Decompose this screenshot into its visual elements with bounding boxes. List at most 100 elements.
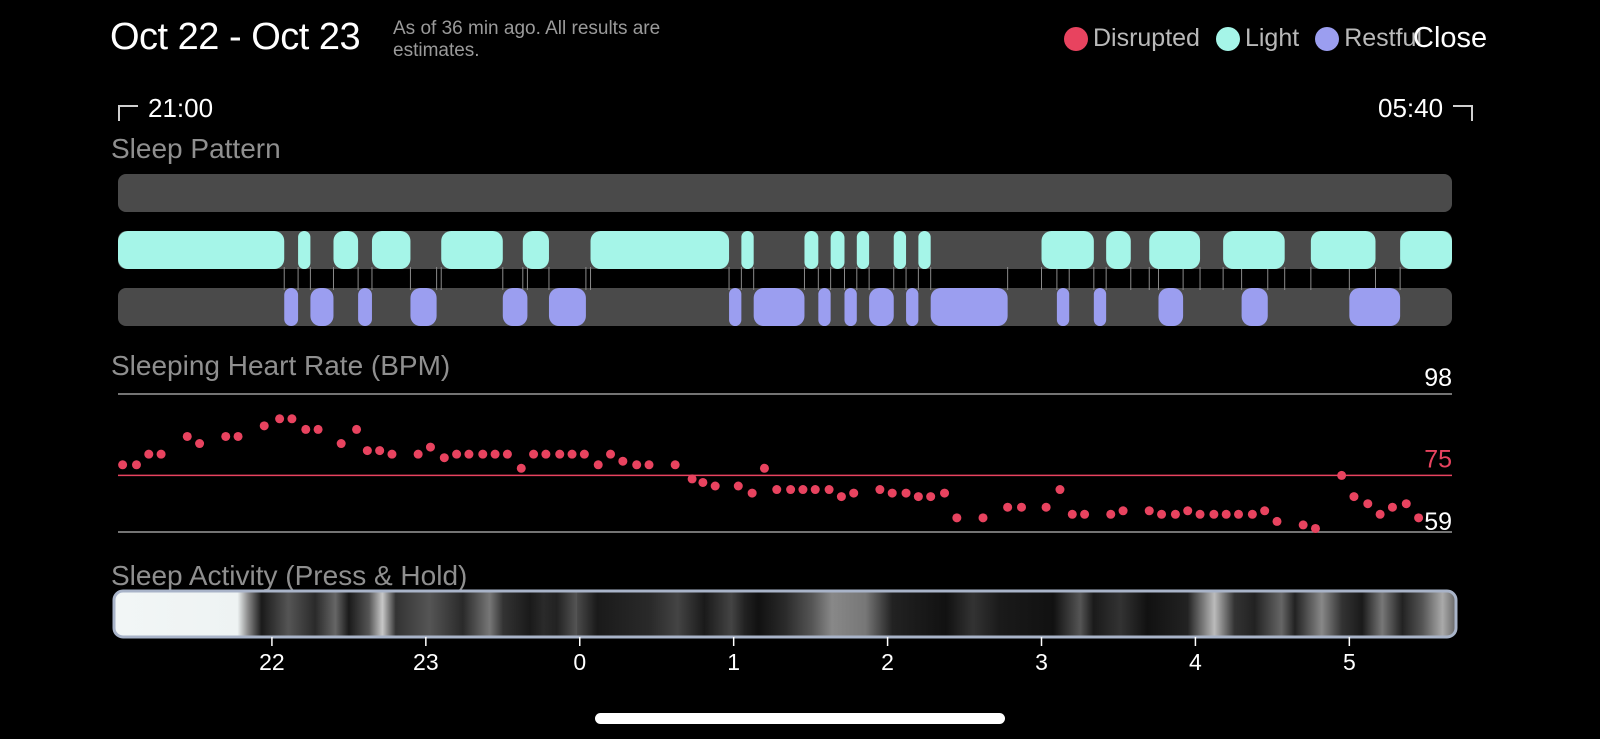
hr-max-label: 98 (1424, 364, 1452, 392)
hr-point (131, 460, 141, 470)
hr-point (887, 488, 897, 498)
hr-point (156, 449, 166, 459)
hr-point (233, 431, 243, 441)
hr-point (579, 449, 589, 459)
legend-item-disrupted: Disrupted (1063, 24, 1200, 53)
segment-restful (1349, 288, 1401, 326)
sleep-pattern-title: Sleep Pattern (111, 133, 281, 164)
hr-point (1349, 492, 1359, 502)
hr-point (1310, 523, 1320, 533)
segment-restful (284, 288, 299, 326)
light-dot-icon (1215, 26, 1240, 51)
hr-point (387, 449, 397, 459)
hr-point (606, 449, 616, 459)
hr-point (1106, 509, 1116, 519)
segment-light (1106, 231, 1131, 269)
hr-point (772, 485, 782, 495)
segment-restful (930, 288, 1008, 326)
hr-point (747, 488, 757, 498)
activity-tick-label: 0 (573, 649, 586, 675)
activity-tick-label: 2 (881, 649, 894, 675)
restful-dot-icon (1315, 26, 1340, 51)
activity-tick-label: 22 (259, 649, 285, 675)
hr-point (118, 460, 128, 470)
hr-point (1170, 509, 1180, 519)
activity-bar[interactable] (112, 589, 1458, 639)
hr-point (644, 460, 654, 470)
activity-tick-label: 5 (1343, 649, 1356, 675)
segment-light (118, 231, 285, 269)
start-time: 21:00 (118, 93, 213, 124)
hr-point (301, 424, 311, 434)
legend-item-light: Light (1215, 24, 1299, 53)
lane-track-disrupted (118, 174, 1452, 212)
segment-restful (548, 288, 586, 326)
hr-point (464, 449, 474, 459)
close-button[interactable]: Close (1413, 22, 1488, 54)
legend-item-restful: Restful (1315, 24, 1422, 53)
segment-light (522, 231, 549, 269)
disrupted-dot-icon (1063, 26, 1088, 51)
bracket-left-icon (118, 104, 138, 121)
hr-point (875, 485, 885, 495)
hr-point (541, 449, 551, 459)
heart-rate-title: Sleeping Heart Rate (BPM) (111, 350, 451, 381)
activity-tick-label: 4 (1189, 649, 1202, 675)
hr-point (913, 492, 923, 502)
hr-point (478, 449, 488, 459)
hr-point (1055, 485, 1065, 495)
legend: Disrupted Light Restful (1063, 24, 1422, 53)
hr-point (632, 460, 642, 470)
segment-restful (869, 288, 894, 326)
activity-tick-label: 3 (1035, 649, 1048, 675)
hr-point (901, 488, 911, 498)
hr-point (375, 446, 385, 456)
hr-point (1260, 506, 1270, 516)
hr-point (287, 414, 297, 424)
segment-restful (753, 288, 805, 326)
hr-point (1221, 509, 1231, 519)
segment-restful (310, 288, 334, 326)
segment-restful (358, 288, 372, 326)
hr-point (940, 488, 950, 498)
hr-point (926, 492, 936, 502)
hr-point (195, 439, 205, 449)
hr-point (516, 463, 526, 473)
segment-light (333, 231, 359, 269)
end-time-label: 05:40 (1378, 93, 1444, 123)
segment-light (371, 231, 411, 269)
segment-restful (1158, 288, 1184, 326)
hr-point (978, 513, 988, 523)
hr-point (836, 492, 846, 502)
segment-light (804, 231, 819, 269)
segment-light (441, 231, 503, 269)
hr-point (759, 463, 769, 473)
segment-restful (410, 288, 437, 326)
hr-point (810, 485, 820, 495)
hr-point (1067, 509, 1077, 519)
hr-avg-label: 75 (1424, 445, 1452, 473)
hr-point (733, 481, 743, 491)
hr-point (313, 424, 323, 434)
segment-light (1149, 231, 1201, 269)
segment-light (1310, 231, 1376, 269)
segment-light (741, 231, 754, 269)
sleep-activity-title: Sleep Activity (Press & Hold) (111, 560, 468, 591)
hr-point (1080, 509, 1090, 519)
page-title: Oct 22 - Oct 23 (110, 16, 361, 58)
hr-point (452, 449, 462, 459)
hr-point (1387, 502, 1397, 512)
hr-point (1195, 509, 1205, 519)
hr-point (362, 446, 372, 456)
start-time-label: 21:00 (148, 93, 214, 123)
segment-light (830, 231, 845, 269)
segment-restful (1056, 288, 1070, 326)
hr-point (567, 449, 577, 459)
sleep-activity-chart[interactable]: 22 23 0 1 2 3 4 5 (112, 589, 1458, 675)
home-indicator[interactable] (595, 713, 1005, 724)
hr-point (1414, 513, 1424, 523)
activity-tick-label: 1 (727, 649, 740, 675)
hr-point (824, 485, 834, 495)
hr-point (670, 460, 680, 470)
